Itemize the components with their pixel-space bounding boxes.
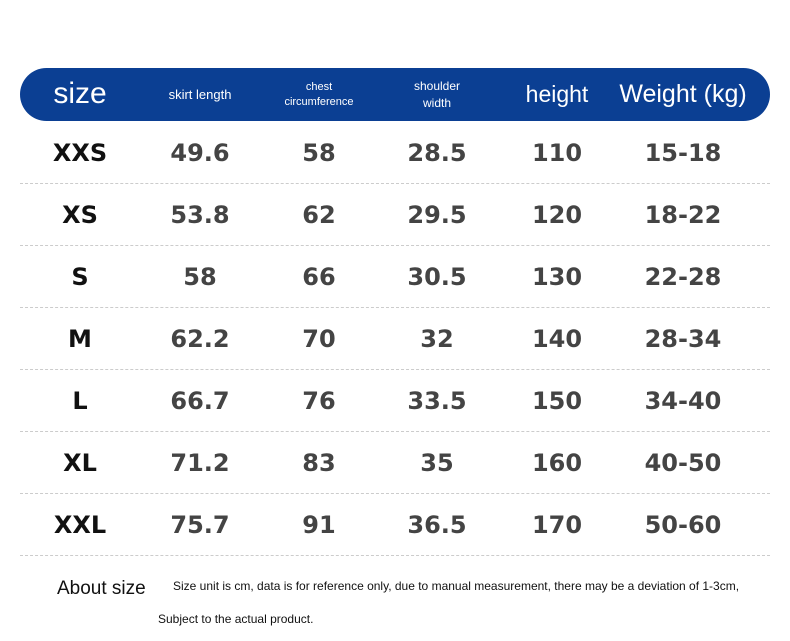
measurement: 66 bbox=[302, 263, 336, 291]
measurement: 66.7 bbox=[170, 387, 230, 415]
size-label: S bbox=[71, 263, 89, 291]
row-separator bbox=[20, 493, 770, 494]
measurement: 150 bbox=[531, 387, 583, 415]
column-header: Weight (kg) bbox=[619, 79, 747, 108]
measurement: 33.5 bbox=[407, 387, 467, 415]
measurement: 71.2 bbox=[170, 449, 230, 477]
row-separator bbox=[20, 183, 770, 184]
measurement: 36.5 bbox=[407, 511, 467, 539]
measurement: 120 bbox=[531, 201, 583, 229]
column-header: size bbox=[53, 77, 107, 111]
size-label: L bbox=[72, 387, 88, 415]
measurement: 58 bbox=[183, 263, 217, 291]
measurement: 49.6 bbox=[170, 139, 230, 167]
size-label: M bbox=[68, 325, 92, 353]
measurement: 75.7 bbox=[170, 511, 230, 539]
size-label: XXL bbox=[53, 511, 107, 539]
row-separator bbox=[20, 431, 770, 432]
measurement: 50-60 bbox=[644, 511, 722, 539]
measurement: 15-18 bbox=[644, 139, 722, 167]
measurement: 40-50 bbox=[644, 449, 722, 477]
measurement: 53.8 bbox=[170, 201, 230, 229]
measurement: 62.2 bbox=[170, 325, 230, 353]
measurement: 28.5 bbox=[407, 139, 467, 167]
measurement: 91 bbox=[302, 511, 336, 539]
header-bar bbox=[20, 68, 770, 121]
column-header: height bbox=[525, 80, 589, 107]
measurement: 110 bbox=[531, 139, 583, 167]
measurement: 76 bbox=[302, 387, 336, 415]
measurement: 18-22 bbox=[644, 201, 722, 229]
column-header: chest circumference bbox=[284, 80, 354, 108]
size-label: XL bbox=[63, 449, 97, 477]
column-header: shoulder width bbox=[413, 79, 461, 110]
measurement: 28-34 bbox=[644, 325, 722, 353]
measurement: 58 bbox=[302, 139, 336, 167]
measurement: 35 bbox=[420, 449, 454, 477]
measurement: 160 bbox=[531, 449, 583, 477]
measurement: 30.5 bbox=[407, 263, 467, 291]
measurement: 70 bbox=[302, 325, 336, 353]
size-label: XS bbox=[62, 201, 98, 229]
measurement: 130 bbox=[531, 263, 583, 291]
measurement: 140 bbox=[531, 325, 583, 353]
measurement: 34-40 bbox=[644, 387, 722, 415]
measurement: 83 bbox=[302, 449, 336, 477]
footer-title: About size bbox=[57, 578, 146, 599]
size-label: XXS bbox=[52, 139, 108, 167]
row-separator bbox=[20, 555, 770, 556]
measurement: 62 bbox=[302, 201, 336, 229]
measurement: 22-28 bbox=[644, 263, 722, 291]
row-separator bbox=[20, 307, 770, 308]
row-separator bbox=[20, 245, 770, 246]
measurement: 170 bbox=[531, 511, 583, 539]
row-separator bbox=[20, 369, 770, 370]
footer-note: Subject to the actual product. bbox=[158, 612, 314, 626]
column-header: skirt length bbox=[168, 86, 232, 102]
measurement: 29.5 bbox=[407, 201, 467, 229]
footer-note: Size unit is cm, data is for reference o… bbox=[173, 579, 740, 593]
measurement: 32 bbox=[420, 325, 454, 353]
